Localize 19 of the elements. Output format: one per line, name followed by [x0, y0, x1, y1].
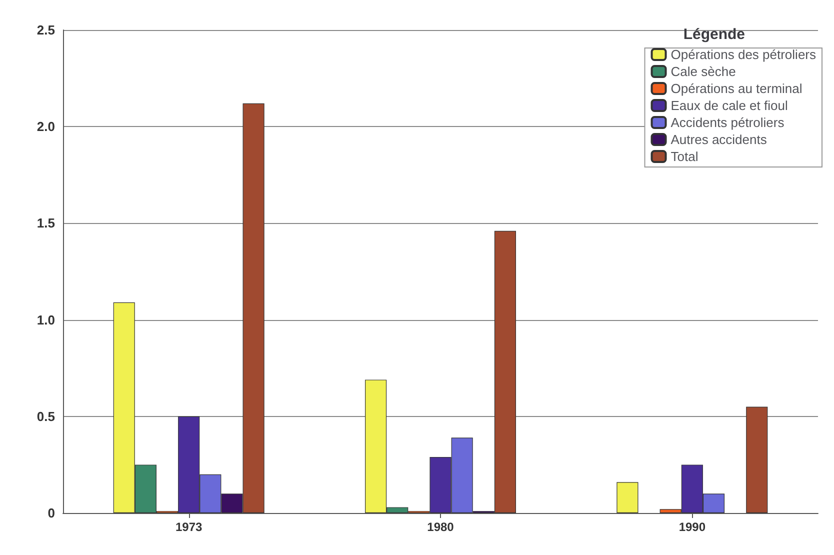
y-tick-label: 1.0 — [36, 312, 55, 328]
y-tick-label: 2.0 — [36, 119, 55, 134]
legend-label: Cale sèche — [670, 64, 736, 79]
bar — [746, 406, 768, 513]
x-tick-label: 1980 — [427, 520, 454, 534]
y-tick-label: 0.5 — [36, 408, 55, 424]
legend-title: Légende — [683, 26, 746, 43]
y-tick-label: 2.5 — [36, 22, 55, 38]
y-tick-label: 1.5 — [36, 216, 55, 231]
legend-label: Opérations au terminal — [670, 81, 802, 96]
bar — [616, 482, 638, 513]
legend-label: Opérations des pétroliers — [670, 47, 816, 62]
legend-label: Autres accidents — [670, 132, 768, 147]
legend-label: Total — [670, 149, 698, 164]
y-tick-label: 0 — [48, 506, 55, 520]
legend-label: Accidents pétroliers — [670, 115, 785, 130]
x-tick-label: 1990 — [678, 520, 706, 534]
x-tick-label: 1973 — [175, 520, 203, 534]
legend-label: Eaux de cale et fioul — [670, 98, 788, 113]
